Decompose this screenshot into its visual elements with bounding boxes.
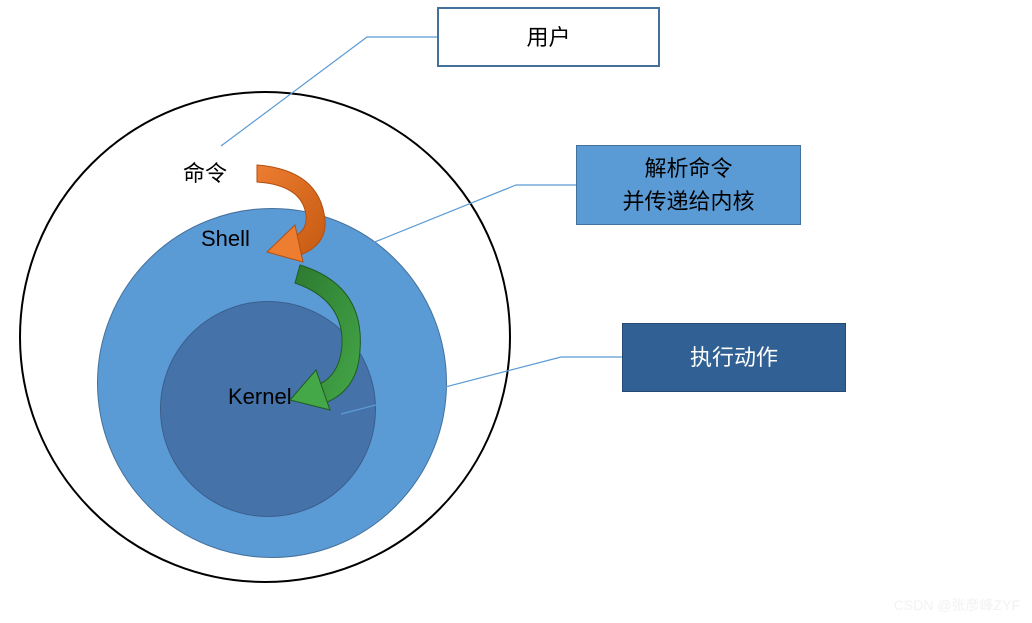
parse-box: 解析命令 并传递给内核 bbox=[576, 145, 801, 225]
execute-box-text: 执行动作 bbox=[690, 341, 778, 374]
parse-box-line1: 解析命令 bbox=[644, 152, 732, 185]
parse-box-line2: 并传递给内核 bbox=[622, 185, 754, 218]
kernel-label: Kernel bbox=[228, 384, 292, 410]
watermark: CSDN @张彦峰ZYF bbox=[894, 595, 1020, 615]
execute-box: 执行动作 bbox=[622, 323, 846, 392]
command-label: 命令 bbox=[183, 156, 227, 188]
user-box-text: 用户 bbox=[526, 21, 570, 54]
shell-label: Shell bbox=[201, 226, 250, 252]
user-box: 用户 bbox=[437, 7, 660, 67]
